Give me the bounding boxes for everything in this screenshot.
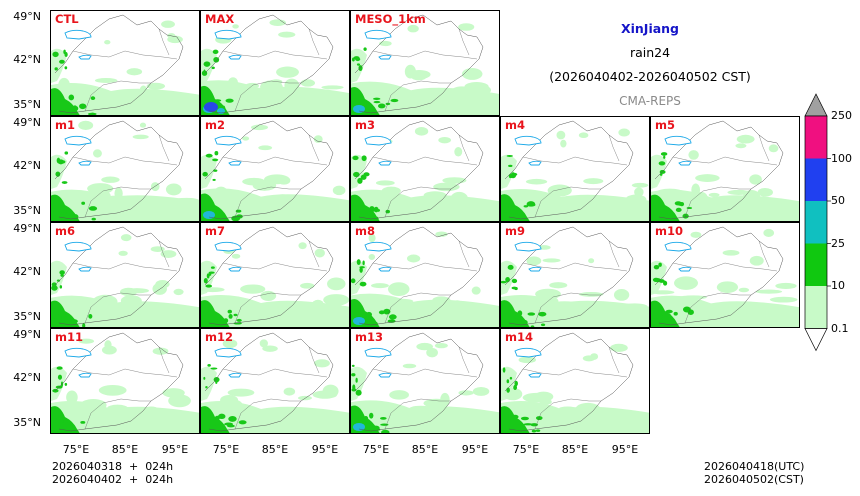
init-time-utc: 2026040318 + 024h (52, 460, 174, 473)
rainfall-map (201, 120, 349, 221)
rainfall-map (351, 332, 499, 433)
map-title-source: CMA-REPS (619, 94, 681, 108)
panel-label: m2 (205, 118, 225, 132)
map-panel-m14: m14 (500, 328, 650, 434)
rainfall-map (351, 14, 499, 115)
lat-tick-label: 35°N (13, 98, 41, 111)
panel-label: m7 (205, 224, 225, 238)
lon-tick-label: 85°E (261, 443, 289, 456)
rainfall-map (51, 332, 199, 433)
map-panel-ctl: CTL (50, 10, 200, 116)
panel-label: m4 (505, 118, 525, 132)
rainfall-map (51, 226, 199, 327)
lat-tick-label: 35°N (13, 416, 41, 429)
lon-tick-label: 75°E (62, 443, 90, 456)
map-panel-m1: m1 (50, 116, 200, 222)
map-panel-meso_1km: MESO_1km (350, 10, 500, 116)
lat-tick-label: 49°N (13, 116, 41, 129)
panel-label: MESO_1km (355, 12, 426, 26)
map-title-period: (2026040402-2026040502 CST) (549, 69, 751, 84)
lon-tick-label: 95°E (461, 443, 489, 456)
map-title-variable: rain24 (629, 45, 671, 60)
panel-label: m6 (55, 224, 75, 238)
lon-tick-label: 95°E (311, 443, 339, 456)
map-panel-m10: m10 (650, 222, 800, 328)
lat-tick-label: 49°N (13, 10, 41, 23)
valid-time-cst: 2026040502(CST) (704, 473, 804, 486)
colorbar (804, 93, 831, 352)
map-panel-m2: m2 (200, 116, 350, 222)
colorbar-level-label: 50 (831, 194, 845, 207)
panel-label: m9 (505, 224, 525, 238)
rainfall-map (351, 120, 499, 221)
map-panel-m3: m3 (350, 116, 500, 222)
colorbar-level-label: 100 (831, 151, 852, 165)
rainfall-map (501, 226, 649, 327)
rainfall-map (201, 226, 349, 327)
rainfall-map (201, 332, 349, 433)
lon-tick-label: 85°E (561, 443, 589, 456)
lon-tick-label: 75°E (512, 443, 540, 456)
map-title-region: XinJiang (620, 21, 680, 36)
panel-label: m11 (55, 330, 83, 344)
lat-tick-label: 42°N (13, 265, 41, 278)
panel-label: m5 (655, 118, 675, 132)
lon-tick-label: 85°E (111, 443, 139, 456)
lon-tick-label: 95°E (611, 443, 639, 456)
map-panel-m12: m12 (200, 328, 350, 434)
rainfall-map (201, 14, 349, 115)
map-panel-m9: m9 (500, 222, 650, 328)
rainfall-map (51, 120, 199, 221)
map-panel-m8: m8 (350, 222, 500, 328)
rainfall-map (651, 226, 799, 327)
lat-tick-label: 49°N (13, 222, 41, 235)
map-panel-m6: m6 (50, 222, 200, 328)
lat-tick-label: 42°N (13, 53, 41, 66)
map-panel-m7: m7 (200, 222, 350, 328)
init-time-cst: 2026040402 + 024h (52, 473, 174, 486)
panel-label: m1 (55, 118, 75, 132)
colorbar-level-label: 10 (831, 279, 845, 292)
lat-tick-label: 42°N (13, 371, 41, 384)
panel-label: m14 (505, 330, 533, 344)
map-panel-m11: m11 (50, 328, 200, 434)
rainfall-map (651, 120, 799, 221)
panel-label: CTL (55, 12, 79, 26)
colorbar-level-label: 250 (831, 109, 852, 122)
lon-tick-label: 85°E (411, 443, 439, 456)
rainfall-map (51, 14, 199, 115)
lat-tick-label: 35°N (13, 204, 41, 217)
rainfall-map (351, 226, 499, 327)
panel-label: m10 (655, 224, 683, 238)
lat-tick-label: 49°N (13, 328, 41, 341)
panel-label: m12 (205, 330, 233, 344)
map-panel-max: MAX (200, 10, 350, 116)
valid-time-utc: 2026040418(UTC) (704, 460, 805, 473)
panel-label: m8 (355, 224, 375, 238)
rainfall-map (501, 332, 649, 433)
colorbar-level-label: 25 (831, 236, 845, 250)
panel-label: MAX (205, 12, 235, 26)
rainfall-map (501, 120, 649, 221)
lon-tick-label: 75°E (212, 443, 240, 456)
colorbar-level-label: 0.1 (831, 321, 849, 335)
lon-tick-label: 75°E (362, 443, 390, 456)
lat-tick-label: 35°N (13, 310, 41, 323)
map-panel-m4: m4 (500, 116, 650, 222)
lat-tick-label: 42°N (13, 159, 41, 172)
map-panel-m5: m5 (650, 116, 800, 222)
panel-label: m3 (355, 118, 375, 132)
map-panel-m13: m13 (350, 328, 500, 434)
panel-label: m13 (355, 330, 383, 344)
lon-tick-label: 95°E (161, 443, 189, 456)
